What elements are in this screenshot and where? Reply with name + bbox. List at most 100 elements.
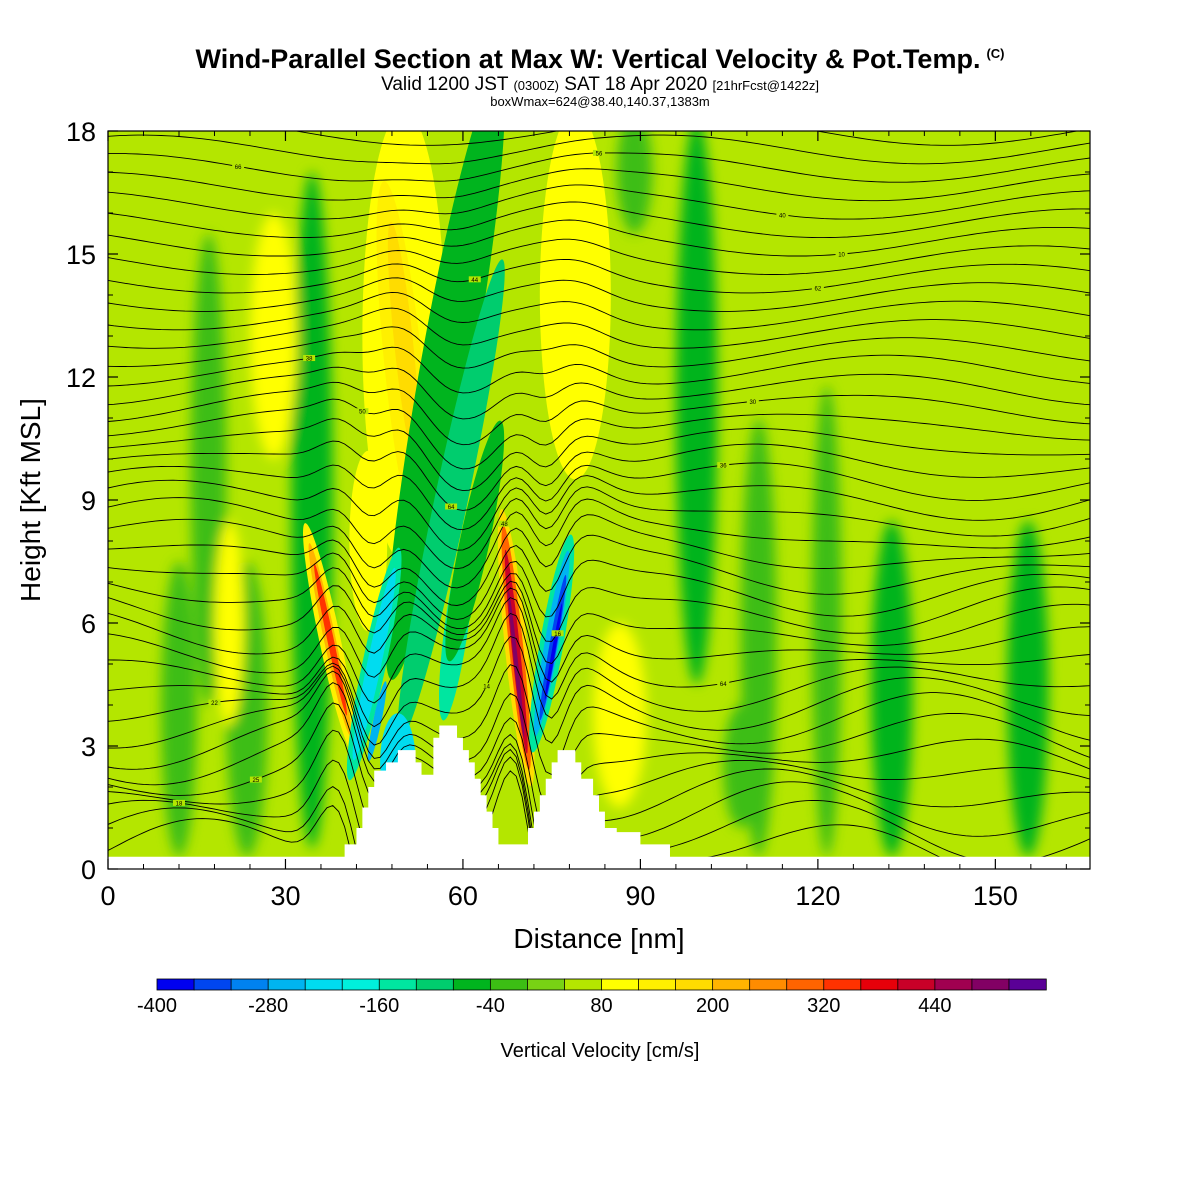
theta-contour-line	[108, 134, 1090, 165]
valid-local-text: Valid 1200 JST	[381, 74, 509, 95]
contour-label-bg	[811, 285, 824, 292]
colorbar-swatch	[749, 978, 788, 991]
colorbar-swatch	[897, 978, 936, 991]
x-axis-label: Distance [nm]	[513, 923, 684, 954]
contour-label-bg	[717, 462, 730, 469]
colorbar-swatch	[860, 978, 899, 991]
theta-contour-label: 62	[815, 287, 822, 293]
colorbar-tick-label: -400	[137, 995, 177, 1017]
theta-contour-line	[108, 398, 1090, 470]
theta-contour-line	[108, 326, 1090, 369]
contour-label-bg	[776, 211, 789, 218]
colorbar-tick-label: -40	[476, 995, 505, 1017]
theta-contour-line	[108, 486, 1090, 570]
theta-contour-line	[108, 440, 1090, 511]
theta-contour-label: 66	[235, 165, 242, 171]
theta-contour-label: 18	[176, 801, 183, 807]
contour-label-bg	[746, 398, 759, 405]
y-tick-label: 18	[66, 117, 96, 147]
colorbar-swatch	[489, 978, 529, 991]
y-axis-label: Height [Kft MSL]	[15, 398, 46, 602]
theta-contour-line	[108, 168, 1090, 202]
theta-contour-line	[108, 291, 1090, 331]
theta-contour-line	[108, 514, 1090, 606]
velocity-band	[616, 131, 653, 234]
theta-contour-line	[108, 664, 1090, 776]
theta-contour-label: 40	[779, 213, 786, 219]
terrain-mask	[108, 725, 1090, 870]
valid-utc-text: (0300Z)	[513, 78, 559, 93]
theta-contour-line	[108, 597, 1090, 704]
contour-label-bg	[356, 408, 369, 415]
chart-title: Wind-Parallel Section at Max W: Vertical…	[0, 44, 1200, 75]
valid-date-text: SAT 18 Apr 2020	[564, 74, 708, 95]
theta-contour-line	[108, 573, 1090, 642]
theta-contour-line	[108, 219, 1090, 257]
x-tick-label: 0	[100, 881, 115, 911]
colorbar-swatch	[823, 978, 862, 991]
x-tick-label: 90	[625, 881, 655, 911]
colorbar-swatch	[156, 978, 195, 991]
colorbar-tick-label: 80	[590, 995, 612, 1017]
contour-label-bg	[303, 355, 316, 362]
theta-contour-line	[108, 238, 1090, 275]
forecast-info-text: [21hrFcst@1422z]	[712, 78, 819, 93]
theta-contour-line	[293, 131, 1080, 146]
colorbar: -400 -280 -160 -40 80 200 320 440	[137, 978, 1047, 1017]
contour-label-bg	[551, 630, 564, 637]
x-axis: 0 30 60 90 120 150	[100, 131, 1067, 911]
contour-label-bg	[593, 149, 605, 156]
colorbar-tick-label: 320	[807, 995, 840, 1017]
theta-contour-line	[108, 702, 1090, 869]
box-wmax-line: boxWmax=624@38.40,140.37,1383m	[490, 94, 710, 109]
contour-label-bg	[717, 680, 730, 687]
velocity-band	[593, 623, 647, 808]
theta-contour-label: 64	[448, 505, 455, 511]
theta-contour-label: 30	[749, 400, 756, 406]
theta-contour-line	[108, 534, 1090, 620]
colorbar-tick-label: 440	[918, 995, 951, 1017]
downdraft-plume	[544, 603, 563, 701]
copyright-mark: (C)	[986, 46, 1005, 61]
theta-contour-line	[108, 498, 1090, 589]
colorbar-swatch	[712, 978, 751, 991]
y-tick-label: 9	[81, 486, 96, 516]
theta-contour-line	[108, 418, 1090, 492]
colorbar-swatch	[452, 978, 492, 991]
x-tick-label: 150	[973, 881, 1018, 911]
colorbar-swatch	[934, 978, 973, 991]
contour-label-bg	[835, 251, 848, 258]
updraft-plume	[313, 563, 347, 716]
colorbar-swatch	[193, 978, 232, 991]
colorbar-swatch	[341, 978, 380, 991]
theta-contour-label: 64	[720, 682, 727, 688]
contour-label-bg	[232, 163, 245, 170]
x-tick-label: 120	[795, 881, 840, 911]
contour-label-bg	[498, 520, 511, 527]
x-tick-label: 60	[448, 881, 478, 911]
theta-contour-line	[108, 587, 1090, 683]
updraft-plume	[508, 590, 525, 738]
theta-contour-line	[108, 277, 1090, 312]
y-tick-label: 12	[66, 363, 96, 393]
theta-contour-label: 16	[554, 632, 561, 638]
colorbar-swatch	[527, 978, 566, 991]
theta-contour-line	[108, 682, 1090, 848]
colorbar-label: Vertical Velocity [cm/s]	[501, 1040, 700, 1062]
downdraft-column	[445, 420, 505, 662]
velocity-band	[871, 520, 913, 857]
velocity-band	[723, 705, 759, 828]
colorbar-swatch	[601, 978, 640, 991]
colorbar-swatch	[267, 978, 306, 991]
theta-contour-labels: 66 44 56 40 64 38 62 50 64 30 25 48 22 36 18 16 14 10	[172, 149, 848, 807]
theta-contour-line	[108, 381, 1090, 446]
colorbar-swatch	[786, 978, 825, 991]
colorbar-swatch	[230, 978, 269, 991]
valid-time-line: Valid 1200 JST (0300Z) SAT 18 Apr 2020 […	[0, 74, 1200, 96]
contour-label-bg	[249, 776, 262, 783]
theta-contour-line	[108, 580, 1090, 665]
wave-crest-updraft	[387, 221, 420, 467]
theta-contour-line	[108, 307, 1090, 349]
